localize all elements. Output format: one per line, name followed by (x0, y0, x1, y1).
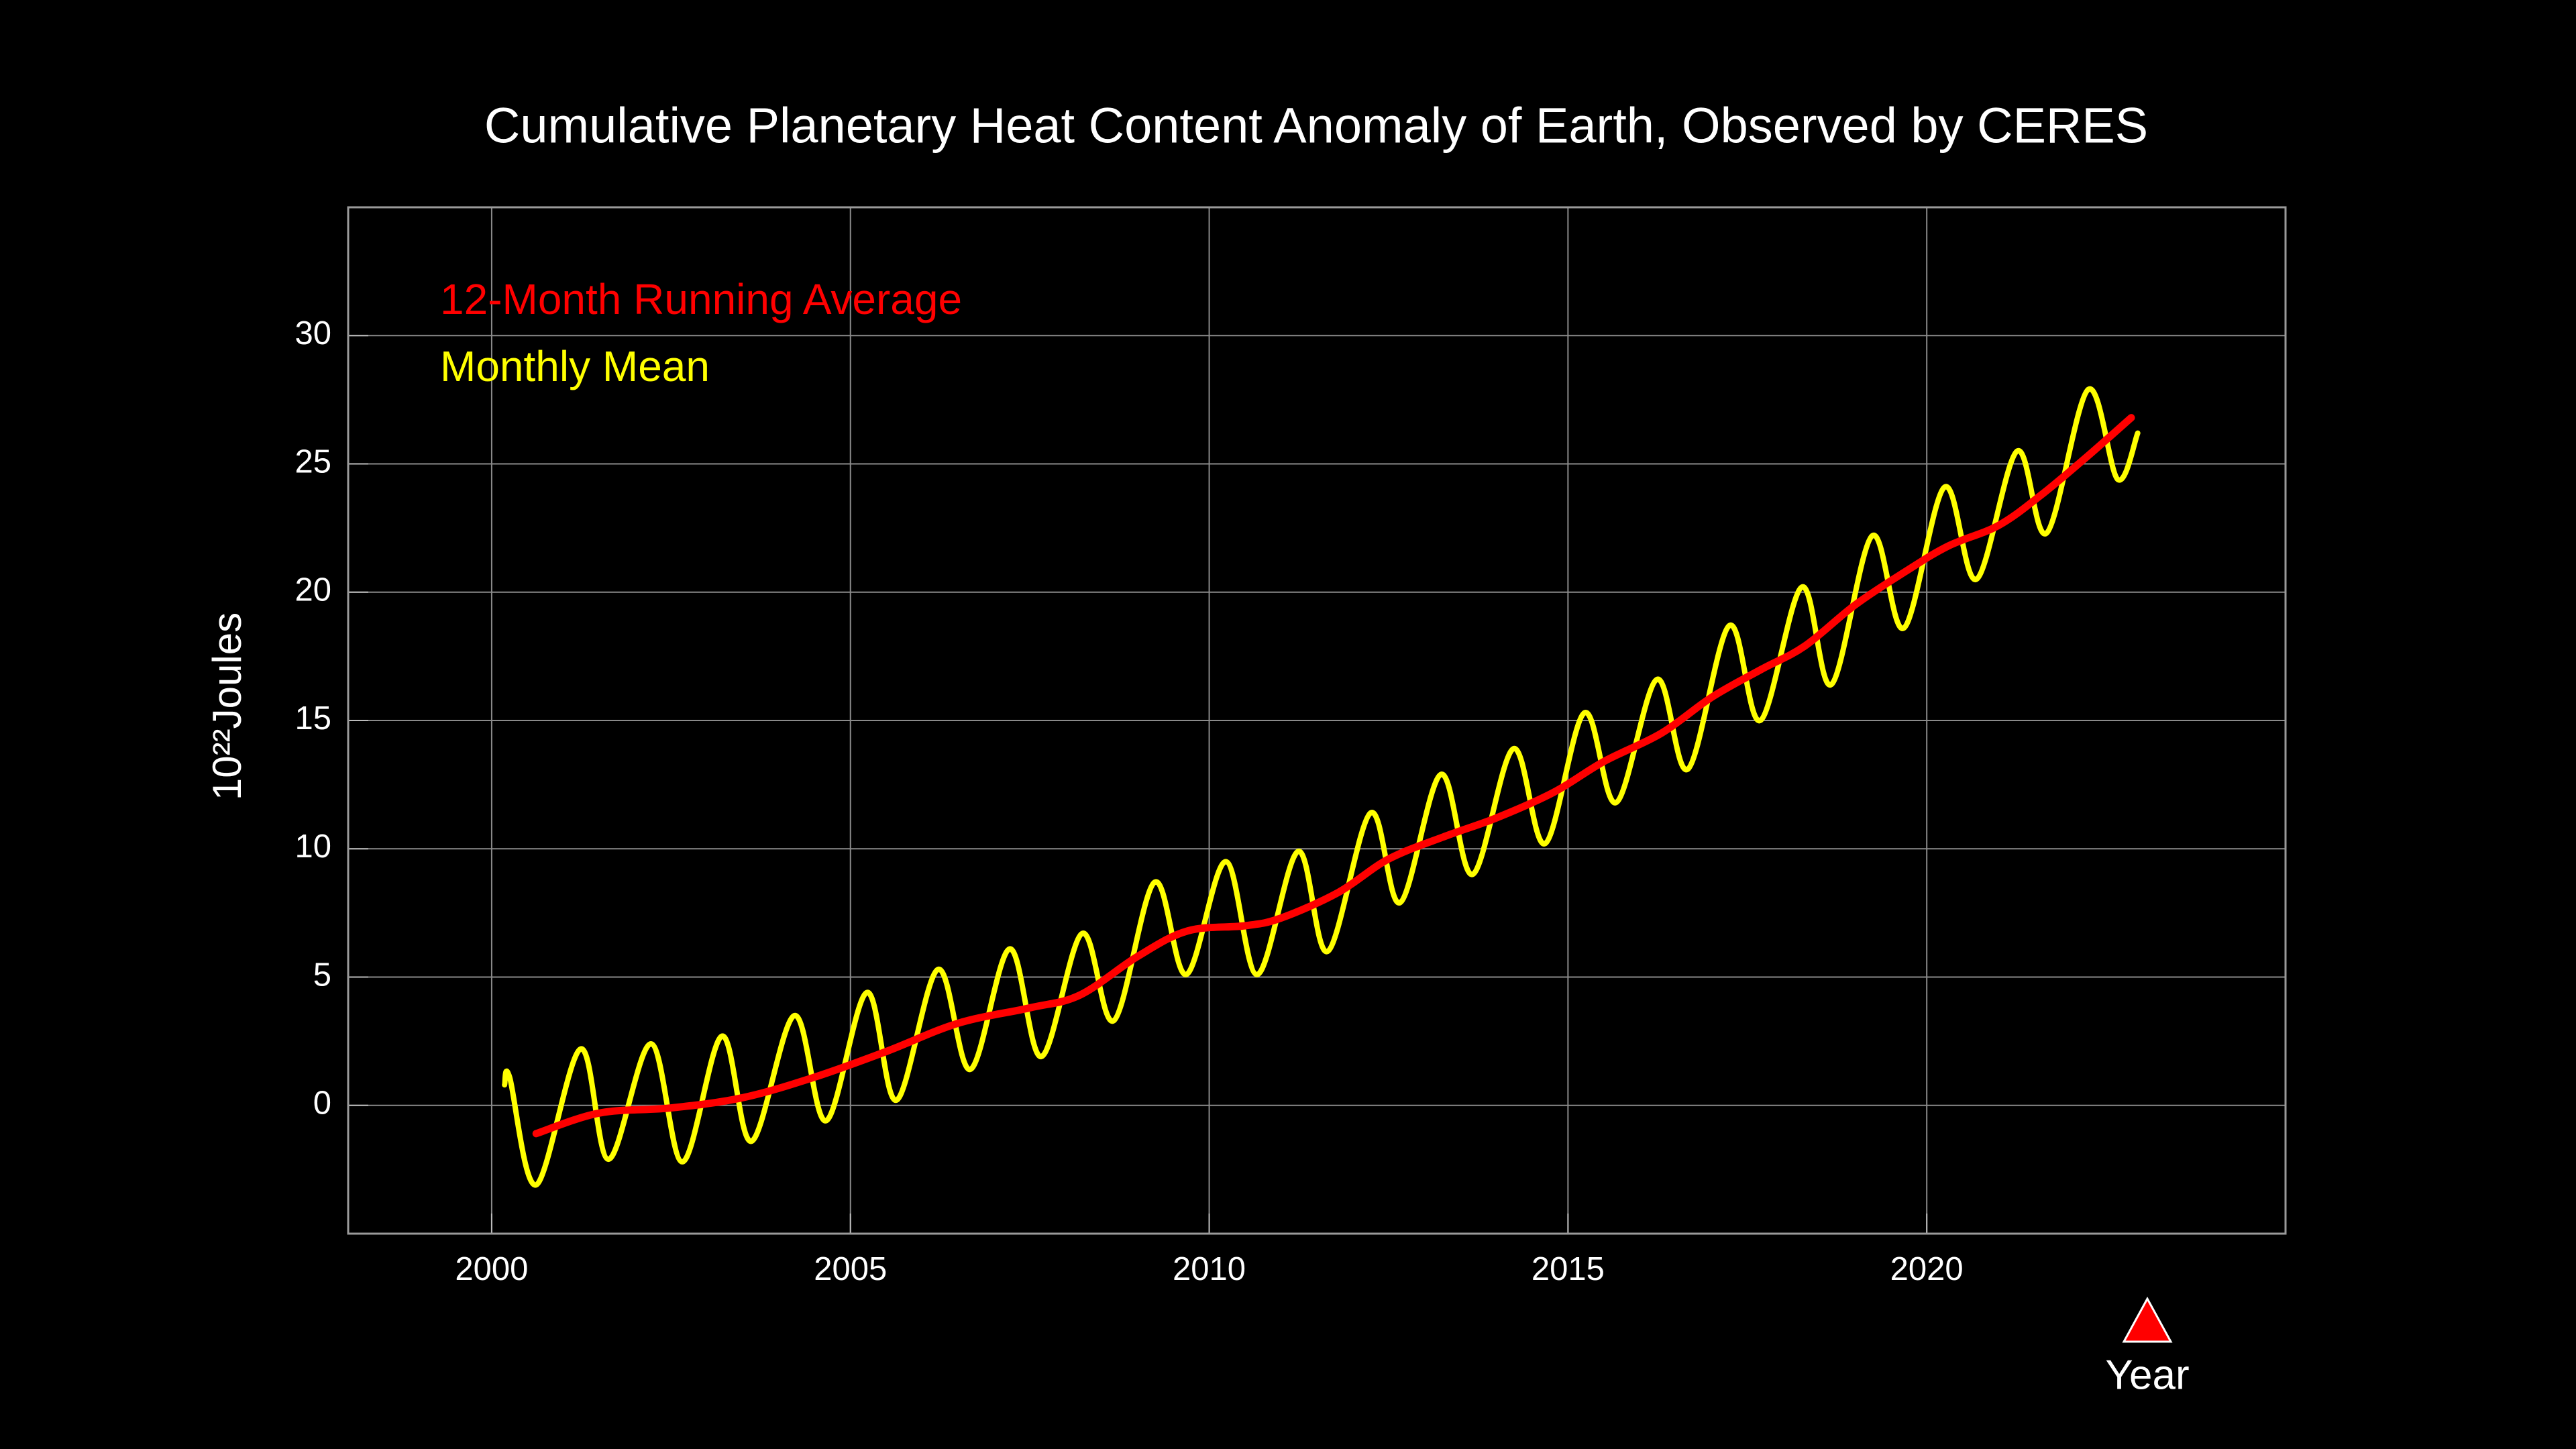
x-tick-label: 2010 (1173, 1251, 1246, 1287)
year-marker (2122, 1296, 2173, 1343)
y-tick-label: 20 (294, 572, 331, 608)
y-tick-label: 5 (313, 957, 331, 993)
plot-area: 0 5 10 15 20 25 30 2000 2005 2010 2015 2020 12-Month… (294, 206, 2287, 1287)
legend-entry: Monthly Mean (440, 342, 710, 390)
y-tick-label: 25 (294, 443, 331, 480)
y-tick-label: 15 (294, 700, 331, 737)
y-axis-label: 10²²Joules (205, 612, 250, 800)
y-tick-label: 10 (294, 828, 331, 865)
plot-frame (347, 206, 2287, 1235)
x-tick-label: 2000 (455, 1251, 528, 1287)
data-line (532, 414, 2135, 1138)
legend-entry: 12-Month Running Average (440, 275, 962, 323)
y-tick-label: 30 (294, 315, 331, 352)
data-line (502, 386, 2141, 1188)
x-axis-label: Year (2105, 1352, 2189, 1398)
chart-title: Cumulative Planetary Heat Content Anomal… (484, 98, 2148, 154)
x-tick-label: 2020 (1890, 1251, 1964, 1287)
y-tick-label: 0 (313, 1085, 331, 1122)
x-tick-label: 2015 (1532, 1251, 1605, 1287)
x-tick-label: 2005 (814, 1251, 887, 1287)
